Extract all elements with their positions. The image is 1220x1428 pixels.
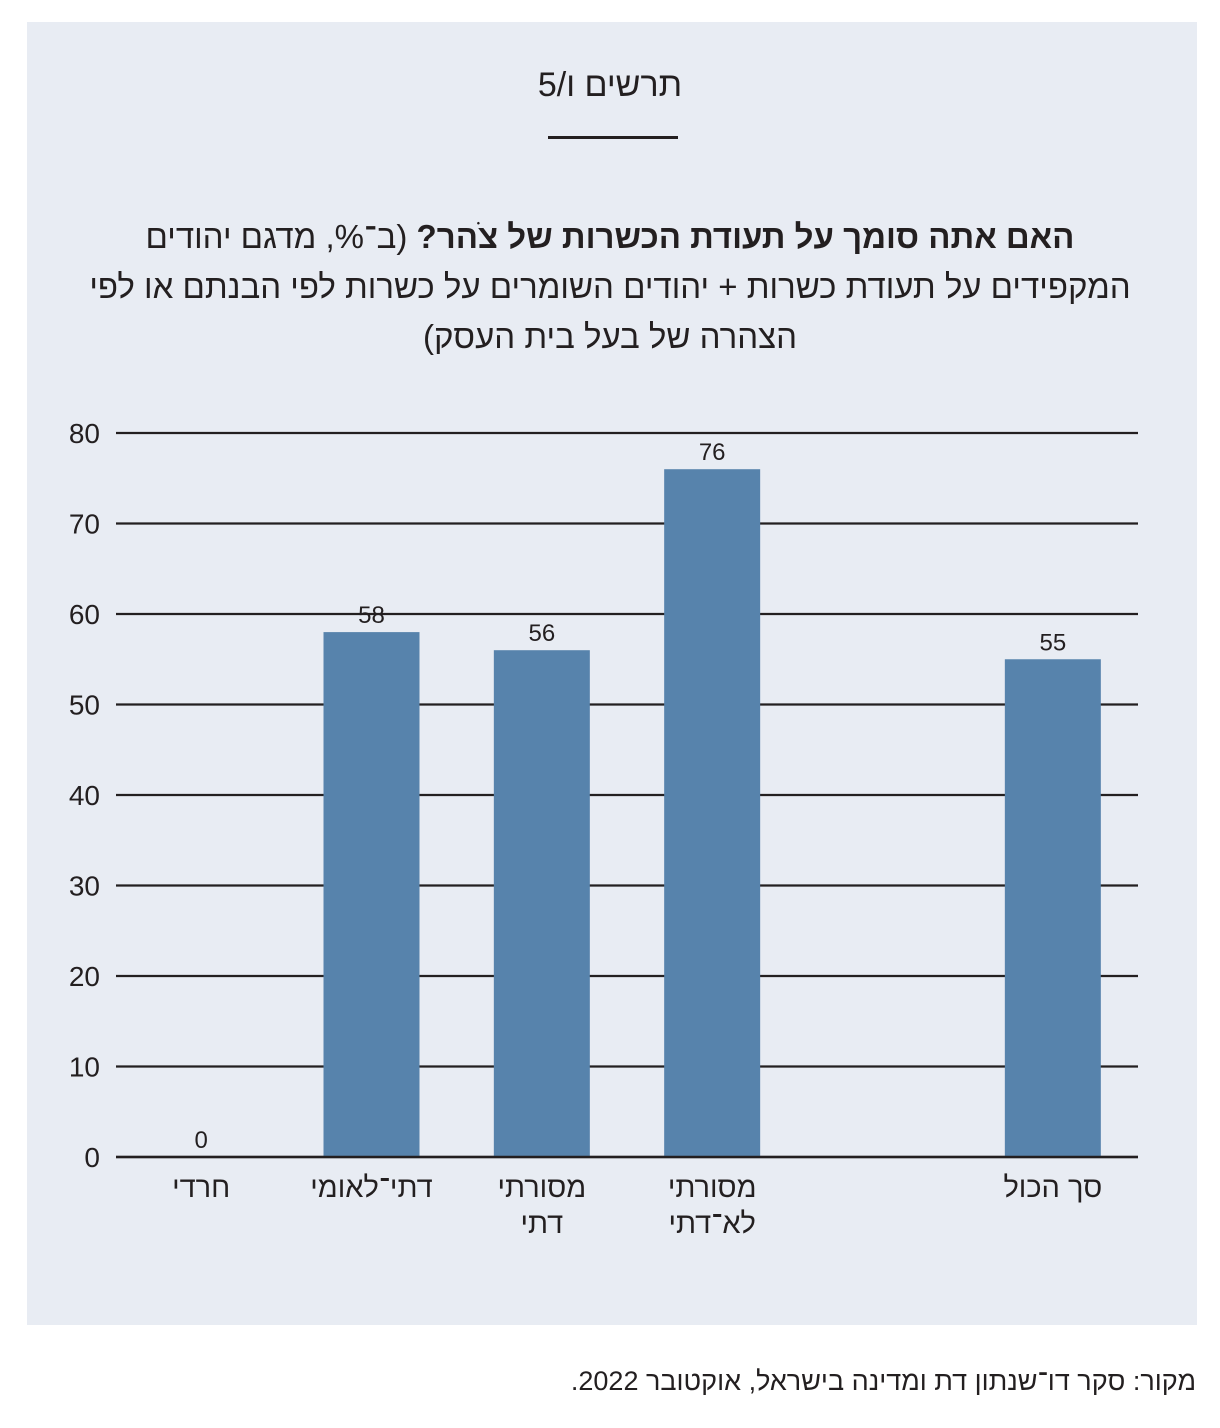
data-label: 58 (358, 602, 385, 629)
x-tick-label: מסורתי (497, 1172, 586, 1204)
y-tick-label: 40 (69, 780, 100, 811)
bar (323, 632, 420, 1157)
chart-panel (27, 22, 1197, 1325)
x-tick-label: חרדי (172, 1172, 230, 1204)
data-label: 0 (194, 1127, 207, 1154)
data-label: 56 (528, 620, 555, 647)
bar (1004, 659, 1101, 1157)
x-tick-label: מסורתי (668, 1172, 757, 1204)
x-tick-label: דתי־לאומי (310, 1172, 432, 1204)
data-label: 55 (1039, 629, 1066, 656)
y-tick-label: 80 (69, 418, 100, 449)
chart-title-question: האם אתה סומך על תעודת הכשרות של צֹהר? (416, 218, 1075, 255)
y-tick-label: 60 (69, 599, 100, 630)
y-tick-label: 30 (69, 871, 100, 902)
source-note: מקור: סקר דו־שנתון דת ומדינה בישראל, אוק… (570, 1366, 1196, 1396)
figure-label: תרשים ו/5 (537, 66, 683, 104)
chart-title: האם אתה סומך על תעודת הכשרות של צֹהר? (ב… (80, 212, 1140, 362)
x-tick-label: סך הכול (1003, 1172, 1102, 1204)
y-tick-label: 10 (69, 1052, 100, 1083)
data-label: 76 (699, 439, 726, 466)
y-tick-label: 0 (84, 1142, 100, 1173)
x-tick-label: דתי (520, 1208, 563, 1240)
y-tick-label: 70 (69, 509, 100, 540)
bar (493, 650, 590, 1157)
y-tick-label: 50 (69, 690, 100, 721)
y-tick-label: 20 (69, 961, 100, 992)
x-tick-label: לא־דתי (668, 1208, 755, 1240)
figure-label-underline (548, 136, 678, 139)
bar (664, 469, 761, 1157)
chart-title-subtitle: (ב־%, מדגם יהודים המקפידים על תעודת כשרו… (89, 218, 1131, 355)
